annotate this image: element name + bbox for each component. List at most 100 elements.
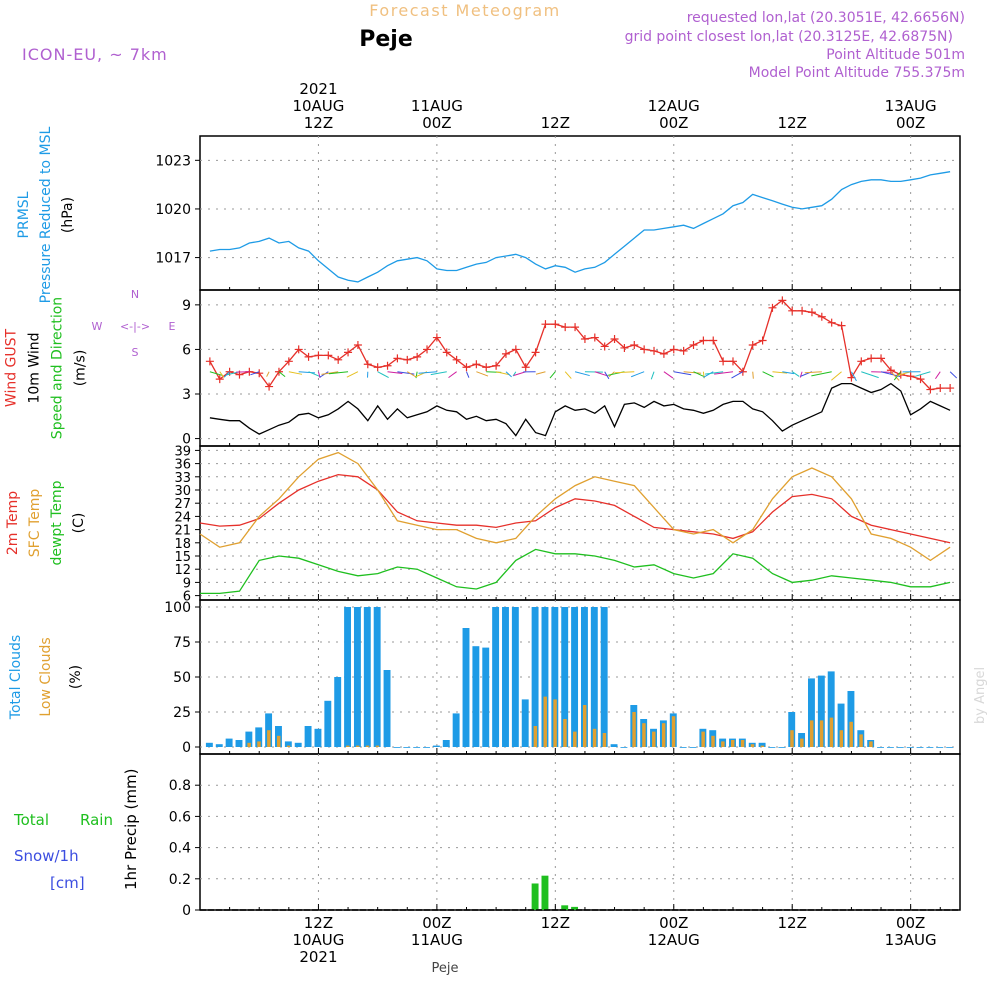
wind-direction-arrow	[673, 371, 692, 376]
precip-bar	[571, 906, 579, 910]
clouds-panel: 0 25 50 75 100	[164, 599, 961, 756]
temp-2m-line	[199, 473, 951, 544]
low-cloud-bar	[652, 731, 656, 747]
gust-marker	[827, 318, 836, 327]
y-tick-label: 6	[183, 590, 191, 605]
gust-marker	[492, 361, 501, 370]
wind-direction-arrow	[418, 371, 437, 374]
wind-direction-arrow	[804, 371, 822, 374]
grid-point-location: grid point closest lon,lat (20.3125E, 42…	[625, 29, 953, 45]
wind-direction-arrow	[693, 371, 706, 378]
wind-direction-arrow	[914, 371, 931, 377]
ylabel-line: 2m Temp	[5, 491, 21, 555]
low-cloud-bar	[800, 738, 804, 747]
time-label-bottom: 2021	[299, 948, 337, 966]
total-cloud-bar	[788, 712, 796, 747]
low-cloud-bar	[790, 730, 794, 747]
gust-marker	[620, 343, 629, 352]
clouds-ylabel: Total Clouds Low Clouds (%)	[8, 635, 84, 720]
y-tick-label: 24	[174, 510, 191, 525]
gust-marker	[640, 345, 649, 354]
gust-marker	[561, 323, 570, 332]
y-tick-label: 9	[183, 576, 191, 591]
time-label-bottom: 11AUG	[411, 931, 463, 949]
total-cloud-bar	[462, 628, 470, 747]
wind-direction-arrow	[415, 371, 418, 379]
total-cloud-bar	[571, 607, 579, 747]
wind-direction-arrow	[831, 371, 842, 381]
y-tick-label: 0.6	[169, 809, 191, 825]
gust-marker	[906, 372, 915, 381]
gust-marker	[916, 375, 925, 384]
wind-direction-arrow	[266, 371, 270, 377]
total-cloud-bar	[551, 607, 559, 747]
total-cloud-bar	[413, 747, 421, 748]
gust-marker	[738, 367, 747, 376]
ylabel-line: 10m Wind	[27, 332, 43, 403]
wind-direction-arrow	[890, 371, 900, 381]
time-label-bottom: 00Z	[659, 914, 688, 932]
panel-frame	[199, 289, 961, 447]
gust-marker	[541, 320, 550, 329]
total-cloud-bar	[423, 747, 430, 748]
gust-marker	[857, 357, 866, 366]
y-tick-label: 36	[174, 458, 191, 473]
low-cloud-bar	[819, 720, 824, 747]
gust-marker	[363, 360, 372, 369]
total-cloud-bar	[442, 740, 450, 747]
total-cloud-bar	[778, 747, 786, 748]
time-label-bottom: 13AUG	[885, 931, 937, 949]
y-tick-label: 100	[164, 600, 191, 616]
time-label-bottom: 00Z	[896, 914, 925, 932]
wind-direction-arrow	[714, 371, 734, 375]
wind-direction-arrow	[791, 371, 800, 377]
gust-marker	[798, 306, 807, 315]
wind-direction-arrow	[505, 371, 512, 378]
wind-direction-arrow	[407, 371, 417, 378]
compass-north: N	[131, 288, 139, 301]
gust-marker	[304, 352, 313, 361]
wind-direction-arrow	[377, 371, 389, 379]
y-tick-label: 21	[174, 524, 191, 539]
total-cloud-bar	[877, 747, 884, 748]
y-tick-label: 12	[174, 563, 191, 578]
gust-marker	[699, 336, 708, 345]
gust-marker	[511, 345, 520, 354]
wind-panel: 0 3 6 9	[182, 289, 961, 448]
low-cloud-bar	[276, 735, 281, 747]
total-cloud-bar	[847, 691, 855, 747]
low-cloud-bar	[760, 745, 765, 747]
total-cloud-bar	[383, 670, 391, 747]
compass-east: E	[169, 320, 176, 333]
y-tick-label: 6	[182, 342, 191, 358]
time-label-top: 10AUG	[292, 97, 344, 115]
gust-marker	[284, 357, 293, 366]
low-cloud-bar	[267, 730, 271, 747]
low-cloud-bar	[721, 741, 725, 747]
precip-bar	[561, 905, 569, 910]
wind-direction-arrow	[549, 371, 556, 379]
gust-marker	[403, 355, 412, 364]
time-label-bottom: 12Z	[304, 914, 333, 932]
panel-frame	[199, 135, 961, 291]
y-tick-label: 0.2	[169, 872, 191, 888]
gust-marker	[205, 357, 214, 366]
total-cloud-bar	[906, 747, 914, 748]
low-cloud-bar	[711, 735, 715, 747]
gust-marker	[551, 320, 560, 329]
compass-south: S	[132, 346, 139, 359]
ylabel-line: (C)	[71, 513, 87, 534]
total-cloud-bar	[531, 607, 539, 747]
total-cloud-bar	[837, 703, 845, 747]
low-cloud-bar	[247, 742, 251, 747]
gust-marker	[837, 321, 846, 330]
low-cloud-bar	[355, 745, 360, 747]
gust-marker	[679, 346, 688, 355]
y-tick-label: 1017	[155, 251, 191, 267]
total-cloud-bar	[353, 607, 361, 747]
gust-marker	[344, 348, 353, 357]
total-cloud-bar	[452, 713, 460, 747]
y-tick-label: 50	[173, 670, 191, 686]
gust-marker	[600, 342, 609, 351]
time-label-top: 2021	[299, 80, 337, 98]
